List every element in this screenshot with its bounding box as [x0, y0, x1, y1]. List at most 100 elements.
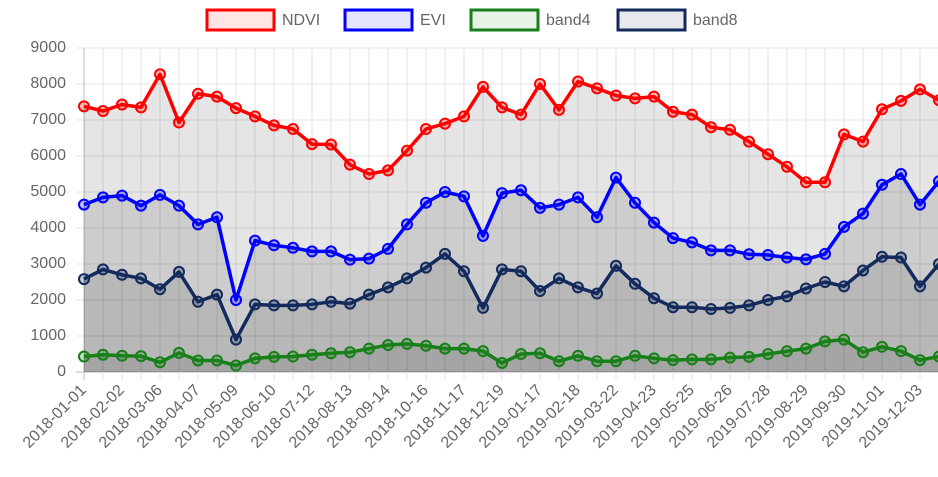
point: [933, 94, 938, 107]
point: [743, 299, 755, 312]
y-tick-label: 9000: [30, 39, 66, 56]
point: [287, 241, 299, 254]
point: [667, 105, 679, 118]
point: [553, 103, 565, 116]
point: [382, 339, 394, 351]
area: [84, 253, 938, 372]
point: [116, 189, 128, 202]
point: [876, 250, 888, 263]
point: [154, 68, 166, 81]
point: [306, 138, 318, 151]
point: [382, 281, 394, 294]
point: [724, 244, 736, 257]
point: [876, 178, 888, 191]
point: [287, 123, 299, 135]
y-tick-label: 7000: [30, 111, 66, 128]
point: [857, 346, 869, 359]
point: [648, 90, 660, 103]
point: [192, 218, 204, 231]
point: [914, 280, 926, 293]
point: [192, 295, 204, 308]
point: [363, 168, 375, 180]
point: [591, 82, 603, 95]
point: [496, 357, 508, 369]
point: [838, 220, 850, 233]
legend-label: band8: [693, 12, 738, 29]
point: [933, 350, 938, 363]
point: [401, 337, 413, 350]
point: [762, 348, 774, 360]
point: [306, 298, 318, 311]
point: [439, 342, 451, 355]
point: [667, 354, 679, 367]
point: [914, 83, 926, 96]
point: [610, 171, 622, 184]
point: [268, 299, 280, 312]
line: [83, 72, 938, 185]
point: [116, 268, 128, 281]
point: [629, 92, 641, 105]
point: [800, 176, 812, 189]
point: [705, 121, 717, 134]
point: [477, 80, 489, 93]
point: [591, 211, 603, 224]
point: [686, 236, 698, 249]
point: [154, 188, 166, 201]
point: [762, 249, 774, 261]
point: [249, 110, 261, 123]
legend-label: band4: [546, 12, 591, 29]
point: [211, 211, 223, 224]
legend-label: EVI: [420, 12, 446, 29]
point: [743, 350, 755, 363]
point: [705, 353, 717, 366]
point: [838, 128, 850, 141]
point: [439, 117, 451, 130]
point: [572, 75, 584, 88]
point: [515, 108, 527, 121]
point: [895, 251, 907, 264]
point: [230, 359, 242, 372]
point: [135, 272, 147, 285]
point: [553, 198, 565, 211]
point: [249, 298, 261, 311]
point: [458, 342, 470, 355]
point: [363, 288, 375, 301]
point: [211, 288, 223, 301]
point: [173, 346, 185, 359]
point: [306, 348, 318, 361]
point: [458, 265, 470, 278]
area: [84, 339, 938, 372]
point: [914, 354, 926, 367]
point: [306, 245, 318, 258]
point: [135, 199, 147, 212]
legend-swatch: [343, 8, 414, 32]
point: [78, 273, 90, 286]
point: [572, 349, 584, 362]
legend-swatch: [616, 8, 687, 32]
point: [382, 164, 394, 177]
area: [84, 174, 938, 372]
point: [116, 349, 128, 362]
point: [268, 239, 280, 252]
point: [534, 347, 546, 360]
legend-label: NDVI: [282, 12, 320, 29]
point: [325, 245, 337, 258]
line: [83, 252, 938, 342]
point: [819, 176, 831, 189]
point: [230, 333, 242, 346]
point: [477, 301, 489, 314]
point: [116, 98, 128, 111]
point: [534, 78, 546, 90]
point: [344, 297, 356, 310]
point: [648, 352, 660, 365]
point: [629, 196, 641, 209]
point: [515, 265, 527, 278]
point: [933, 175, 938, 188]
point: [496, 187, 508, 200]
point: [724, 351, 736, 364]
point: [154, 283, 166, 296]
area: [84, 74, 938, 372]
point: [249, 352, 261, 365]
point: [629, 277, 641, 290]
